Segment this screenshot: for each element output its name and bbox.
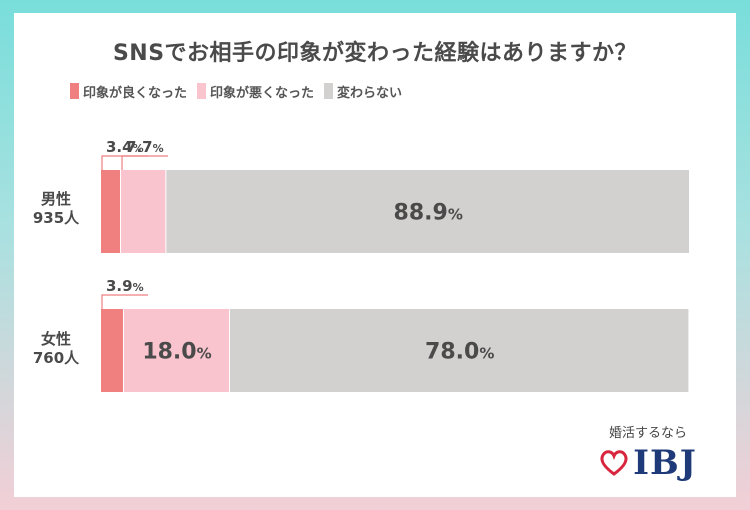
data-label-male-bad: 7.7% xyxy=(126,138,164,156)
leader-line-male-bad xyxy=(121,155,169,170)
category-label-female: 女性 760人 xyxy=(16,330,96,368)
legend-item-same: 変わらない xyxy=(324,82,402,101)
brand-block: 婚活するなら IBJ xyxy=(588,422,708,483)
category-label-female-gender: 女性 xyxy=(40,330,71,348)
legend-item-good: 印象が良くなった xyxy=(70,82,187,101)
leader-line-male-good xyxy=(101,155,148,170)
data-label-male-good: 3.4% xyxy=(106,138,144,156)
category-label-male: 男性 935人 xyxy=(16,190,96,228)
legend-swatch-same xyxy=(324,83,334,99)
brand-name: IBJ xyxy=(633,443,697,483)
category-label-female-count: 760人 xyxy=(32,349,80,367)
stacked-bar-chart: 3.4%7.7% 88.9% 3.9% 18.0% 78.0% xyxy=(101,138,689,392)
heart-icon xyxy=(600,450,628,476)
data-label-female-good: 3.9% xyxy=(106,277,144,295)
leader-line-female-good xyxy=(101,294,148,309)
bar-segment-male-bad xyxy=(121,170,166,253)
bar-segment-female-same xyxy=(229,309,689,392)
legend-label-bad: 印象が悪くなった xyxy=(210,85,315,101)
legend-label-same: 変わらない xyxy=(337,85,403,101)
legend: 印象が良くなった 印象が悪くなった 変わらない xyxy=(70,81,402,101)
bar-segment-male-good xyxy=(101,170,121,253)
bar-segment-male-same xyxy=(166,170,689,253)
category-label-male-gender: 男性 xyxy=(40,190,71,208)
legend-label-good: 印象が良くなった xyxy=(83,85,188,101)
legend-item-bad: 印象が悪くなった xyxy=(197,82,314,101)
bar-segment-female-bad xyxy=(123,309,229,392)
data-label-male-same: 88.9% xyxy=(394,201,463,226)
legend-swatch-bad xyxy=(197,83,207,99)
category-label-male-count: 935人 xyxy=(32,209,80,227)
legend-swatch-good xyxy=(70,83,79,99)
chart-title: SNSでお相手の印象が変わった経験はありますか？ xyxy=(112,41,638,66)
brand-logo: IBJ xyxy=(588,443,708,483)
chart-card: SNSでお相手の印象が変わった経験はありますか？ 印象が良くなった 印象が悪くな… xyxy=(14,13,736,497)
bar-segment-female-good xyxy=(101,309,123,392)
brand-tagline: 婚活するなら xyxy=(608,426,687,441)
data-label-female-bad: 18.0% xyxy=(142,340,211,365)
data-label-female-same: 78.0% xyxy=(425,340,494,365)
